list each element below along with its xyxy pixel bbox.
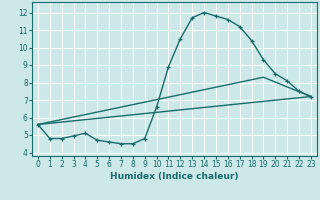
X-axis label: Humidex (Indice chaleur): Humidex (Indice chaleur) [110,172,239,181]
